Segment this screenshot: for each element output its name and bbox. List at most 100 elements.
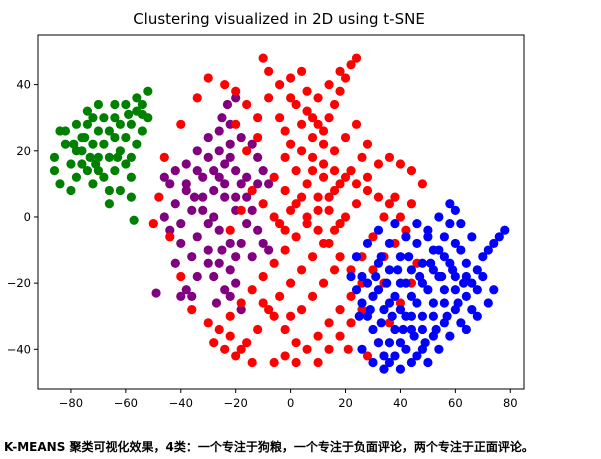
data-point	[390, 218, 400, 229]
data-point	[340, 73, 351, 83]
data-point	[214, 258, 224, 268]
data-point	[187, 304, 197, 315]
data-point	[302, 344, 312, 354]
data-point	[313, 93, 323, 103]
data-point	[324, 318, 334, 328]
data-point	[335, 304, 345, 315]
y-tick-label: −40	[7, 342, 31, 356]
data-point	[269, 311, 279, 321]
data-point	[126, 152, 136, 163]
data-point	[390, 324, 400, 335]
x-tick-label: 80	[503, 396, 518, 410]
data-point	[231, 278, 241, 288]
data-point	[426, 258, 436, 268]
data-point	[387, 311, 397, 321]
chart-title: Clustering visualized in 2D using t-SNE	[133, 10, 425, 28]
data-point	[126, 192, 136, 202]
data-point	[269, 258, 279, 268]
data-point	[214, 146, 224, 156]
data-point	[395, 252, 406, 262]
data-point	[275, 113, 285, 123]
data-point	[357, 298, 367, 308]
data-point	[434, 245, 444, 255]
data-point	[91, 159, 101, 169]
data-point	[362, 172, 373, 182]
data-point	[104, 199, 114, 209]
data-point	[291, 99, 301, 110]
data-point	[329, 99, 340, 110]
data-point	[478, 271, 488, 282]
data-point	[253, 179, 263, 189]
data-point	[423, 357, 433, 368]
data-point	[307, 152, 318, 163]
data-point	[192, 166, 202, 176]
data-point	[329, 185, 340, 196]
data-point	[395, 278, 406, 288]
data-point	[258, 53, 268, 63]
data-point	[329, 265, 340, 275]
data-point	[264, 179, 274, 189]
data-point	[478, 252, 488, 262]
data-point	[181, 285, 191, 295]
data-point	[275, 291, 285, 301]
data-point	[82, 106, 93, 116]
data-point	[99, 172, 109, 182]
data-point	[489, 285, 499, 295]
data-point	[450, 205, 460, 215]
data-point	[395, 338, 406, 348]
data-point	[296, 265, 307, 275]
data-point	[398, 324, 408, 335]
figure-caption: K-MEANS 聚类可视化效果，4类：一个专注于狗粮，一个专注于负面评论，两个专…	[4, 440, 534, 454]
data-point	[231, 166, 241, 176]
x-axis: −80 −60 −40 −20 0 20 40 60 80	[59, 389, 518, 410]
data-point	[203, 132, 213, 143]
data-point	[296, 66, 307, 76]
data-point	[437, 271, 447, 282]
data-point	[453, 298, 463, 308]
data-point	[258, 271, 268, 282]
data-point	[401, 225, 411, 235]
data-point	[390, 291, 400, 301]
data-point	[329, 146, 340, 156]
data-point	[176, 218, 186, 229]
data-point	[231, 119, 241, 129]
x-tick-label: −20	[224, 396, 248, 410]
data-point	[93, 99, 104, 110]
data-point	[313, 357, 323, 368]
data-point	[104, 185, 114, 196]
data-point	[269, 357, 279, 368]
data-point	[236, 179, 246, 189]
cluster-3-points	[346, 199, 510, 374]
data-point	[417, 179, 428, 189]
data-point	[225, 265, 235, 275]
data-point	[409, 331, 419, 341]
data-point	[217, 113, 227, 123]
data-point	[296, 146, 307, 156]
data-point	[412, 351, 422, 361]
cluster-2-points	[148, 53, 428, 368]
data-point	[412, 238, 422, 249]
y-tick-label: 0	[24, 210, 31, 224]
data-point	[129, 215, 139, 225]
data-point	[390, 351, 400, 361]
data-point	[450, 285, 460, 295]
data-point	[225, 139, 235, 149]
data-point	[77, 146, 87, 156]
data-point	[362, 278, 373, 288]
data-point	[313, 205, 323, 215]
data-point	[340, 172, 351, 182]
y-tick-label: 40	[16, 78, 31, 92]
data-point	[467, 232, 477, 242]
data-point	[203, 245, 213, 255]
data-point	[302, 86, 312, 96]
data-point	[253, 113, 263, 123]
data-point	[335, 86, 345, 96]
data-point	[209, 185, 219, 196]
data-point	[181, 185, 191, 196]
data-point	[247, 285, 257, 295]
data-point	[351, 285, 362, 295]
data-point	[264, 245, 274, 255]
data-point	[384, 357, 395, 368]
data-point	[187, 291, 197, 301]
data-point	[412, 218, 422, 229]
